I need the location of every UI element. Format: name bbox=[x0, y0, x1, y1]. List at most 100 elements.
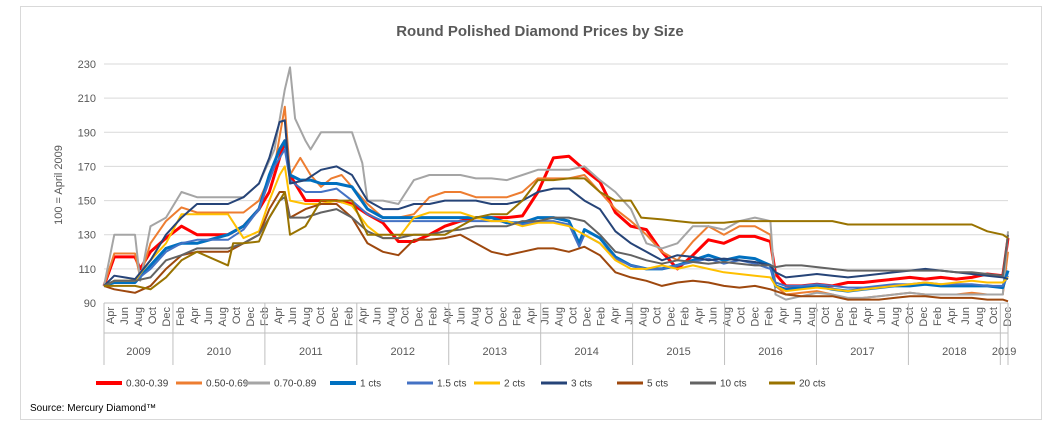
x-tick-label: Jun bbox=[624, 307, 636, 325]
year-label: 2016 bbox=[758, 346, 782, 358]
x-tick-label: Apr bbox=[610, 307, 622, 324]
x-tick-label: Dec bbox=[750, 307, 762, 327]
x-tick-label: Oct bbox=[820, 307, 832, 324]
x-tick-label: Jun bbox=[371, 307, 383, 325]
x-tick-label: Jun bbox=[203, 307, 215, 325]
x-tick-label: Aug bbox=[806, 307, 818, 327]
x-tick-label: Aug bbox=[133, 307, 145, 327]
x-tick-label: Apr bbox=[357, 307, 369, 324]
legend-label: 0.50-0.69 bbox=[206, 379, 249, 390]
year-label: 2015 bbox=[666, 346, 690, 358]
x-tick-label: Dec bbox=[834, 307, 846, 327]
y-tick-label: 190 bbox=[78, 127, 96, 139]
y-tick-label: 130 bbox=[78, 230, 96, 242]
x-tick-label: Apr bbox=[862, 307, 874, 324]
series-line bbox=[103, 148, 1009, 289]
x-tick-label: Feb bbox=[932, 307, 944, 326]
source-note: Source: Mercury Diamond™ bbox=[30, 403, 156, 414]
y-tick-label: 110 bbox=[78, 264, 96, 276]
legend-label: 1 cts bbox=[360, 379, 381, 390]
x-tick-label: Jun bbox=[539, 307, 551, 325]
chart-frame bbox=[20, 6, 1042, 420]
x-tick-label: Apr bbox=[946, 307, 958, 324]
x-tick-label: Aug bbox=[890, 307, 902, 327]
y-tick-label: 210 bbox=[78, 93, 96, 105]
year-label: 2011 bbox=[299, 346, 323, 358]
x-tick-label: Dec bbox=[245, 307, 257, 327]
legend-label: 0.70-0.89 bbox=[274, 379, 317, 390]
x-tick-label: Jun bbox=[455, 307, 467, 325]
x-tick-label: Oct bbox=[315, 307, 327, 324]
legend-label: 20 cts bbox=[799, 379, 826, 390]
x-tick-label: Oct bbox=[231, 307, 243, 324]
series-line bbox=[104, 177, 1009, 291]
x-tick-label: Jun bbox=[960, 307, 972, 325]
x-tick-label: Dec bbox=[497, 307, 509, 327]
x-tick-label: Jun bbox=[708, 307, 720, 325]
x-tick-label: Jun bbox=[876, 307, 888, 325]
gridlines bbox=[104, 63, 1008, 304]
x-tick-label: Feb bbox=[596, 307, 608, 326]
x-tick-label: Jun bbox=[792, 307, 804, 325]
x-axis: AprJunAugOctDecFebAprJunAugOctDecFebAprJ… bbox=[103, 302, 1016, 365]
x-tick-label: Feb bbox=[764, 307, 776, 326]
y-tick-label: 170 bbox=[78, 161, 96, 173]
x-tick-label: Feb bbox=[427, 307, 439, 326]
y-axis-label: 100 = April 2009 bbox=[53, 145, 65, 225]
y-tick-label: 150 bbox=[78, 196, 96, 208]
x-tick-label: Jun bbox=[119, 307, 131, 325]
x-tick-label: Aug bbox=[217, 307, 229, 327]
x-tick-label: Dec bbox=[329, 307, 341, 327]
x-tick-label: Apr bbox=[273, 307, 285, 324]
x-tick-label: Apr bbox=[525, 307, 537, 324]
x-tick-label: Feb bbox=[680, 307, 692, 326]
x-tick-label: Feb bbox=[343, 307, 355, 326]
legend-label: 10 cts bbox=[720, 379, 747, 390]
legend-label: 1.5 cts bbox=[437, 379, 466, 390]
x-tick-label: Dec bbox=[918, 307, 930, 327]
series-line bbox=[103, 196, 1009, 287]
year-label: 2019 bbox=[992, 346, 1016, 358]
x-tick-label: Feb bbox=[848, 307, 860, 326]
series-line bbox=[103, 66, 1009, 301]
x-tick-label: Aug bbox=[638, 307, 650, 327]
chart-title: Round Polished Diamond Prices by Size bbox=[396, 23, 684, 40]
year-label: 2009 bbox=[126, 346, 150, 358]
x-tick-label: Apr bbox=[441, 307, 453, 324]
x-tick-label: Feb bbox=[175, 307, 187, 326]
x-tick-label: Apr bbox=[778, 307, 790, 324]
x-tick-label: Apr bbox=[694, 307, 706, 324]
legend: 0.30-0.39 0.50-0.69 0.70-0.89 1 cts 1.5 cts 2… bbox=[96, 379, 826, 390]
year-label: 2012 bbox=[391, 346, 415, 358]
x-tick-label: Jun bbox=[287, 307, 299, 325]
series-lines bbox=[102, 66, 1010, 303]
series-line bbox=[102, 139, 1010, 288]
series-line bbox=[103, 119, 1009, 287]
x-tick-label: Oct bbox=[988, 307, 1000, 324]
legend-label: 0.30-0.39 bbox=[126, 379, 169, 390]
x-tick-label: Oct bbox=[568, 307, 580, 324]
legend-label: 2 cts bbox=[504, 379, 525, 390]
x-tick-label: Aug bbox=[722, 307, 734, 327]
x-tick-label: Aug bbox=[385, 307, 397, 327]
x-tick-label: Oct bbox=[399, 307, 411, 324]
x-tick-label: Oct bbox=[147, 307, 159, 324]
x-tick-label: Dec bbox=[666, 307, 678, 327]
y-axis-ticks: 90 110 130 150 170 190 210 230 bbox=[78, 59, 96, 310]
x-tick-label: Apr bbox=[105, 307, 117, 324]
legend-label: 5 cts bbox=[647, 379, 668, 390]
x-tick-label: Feb bbox=[511, 307, 523, 326]
x-tick-label: Oct bbox=[483, 307, 495, 324]
x-tick-label: Oct bbox=[736, 307, 748, 324]
x-tick-label: Aug bbox=[553, 307, 565, 327]
x-tick-label: Aug bbox=[301, 307, 313, 327]
series-line bbox=[103, 191, 1009, 303]
x-tick-label: Dec bbox=[582, 307, 594, 327]
x-tick-label: Dec bbox=[413, 307, 425, 327]
y-tick-label: 90 bbox=[84, 298, 96, 310]
legend-label: 3 cts bbox=[571, 379, 592, 390]
x-tick-label: Aug bbox=[469, 307, 481, 327]
year-label: 2018 bbox=[942, 346, 966, 358]
year-label: 2010 bbox=[207, 346, 231, 358]
